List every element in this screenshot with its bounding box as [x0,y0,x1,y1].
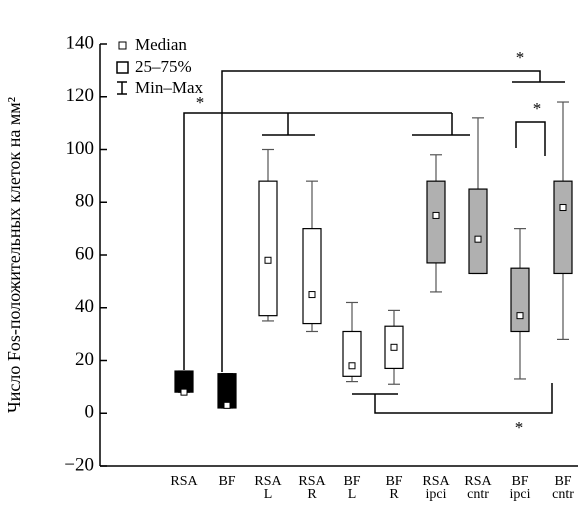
median [180,388,188,396]
y-tick-label: 40 [75,296,94,317]
x-tick-label: ipci [510,487,531,502]
x-tick-label: BF [385,474,402,489]
median [348,362,356,370]
significance-star: * [533,99,542,118]
x-tick-label: RSA [298,474,326,489]
legend-box-icon [116,61,129,74]
box [553,180,573,275]
x-tick-label: RSA [254,474,282,489]
x-tick-label: L [348,487,357,502]
x-tick-label: RSA [170,474,198,489]
x-tick-label: RSA [464,474,492,489]
median [223,401,231,409]
bracket [221,70,541,372]
bracket [374,383,553,414]
y-tick-label: 0 [85,402,95,423]
significance-brackets [183,70,565,414]
x-tick-label: cntr [467,487,489,502]
x-tick-label: cntr [552,487,574,502]
median [432,211,440,219]
box [302,228,322,325]
significance-star: * [515,418,524,437]
x-tick-label: BF [554,474,571,489]
box [468,188,488,275]
legend-label: Median [135,35,187,54]
y-tick-label: −20 [64,454,94,475]
significance-star: * [196,93,205,112]
x-tick-label: BF [511,474,528,489]
y-tick-label: 20 [75,349,94,370]
box [258,180,278,317]
y-tick-label: 120 [66,85,95,106]
y-tick-label: 60 [75,243,94,264]
x-tick-label: BF [343,474,360,489]
median [559,204,567,212]
box [510,267,530,333]
bracket [515,121,546,156]
median [516,312,524,320]
x-tick-label: L [264,487,273,502]
legend: Median 25–75% Min–Max [116,35,204,97]
y-tick-label: 80 [75,191,94,212]
legend-label: Min–Max [135,78,204,97]
median [474,235,482,243]
bracket [183,112,452,370]
y-tick-label: 100 [66,138,95,159]
box [426,180,446,264]
legend-median-icon [118,41,127,50]
median [308,291,316,299]
y-axis-label: Число Fos-положительных клеток на мм² [4,97,24,413]
x-tick-label: ipci [426,487,447,502]
box [342,330,362,377]
x-tick-label: R [389,487,399,502]
x-tick-label: R [307,487,317,502]
significance-star: * [516,48,525,67]
x-tick-label: BF [218,474,235,489]
median [264,256,272,264]
y-tick-label: 140 [66,32,95,53]
legend-whisker-icon [117,81,127,95]
median [390,343,398,351]
x-tick-label: RSA [422,474,450,489]
legend-label: 25–75% [135,57,192,76]
